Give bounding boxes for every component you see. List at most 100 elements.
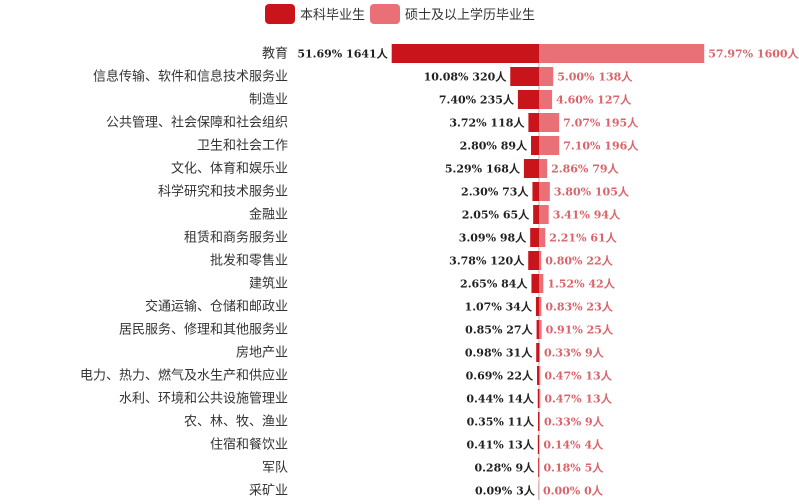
data-label-grad: 0.47% 13人 — [544, 369, 612, 383]
category-label: 科学研究和技术服务业 — [158, 184, 288, 200]
chart-row: 建筑业 2.65% 84人 1.52% 42人 — [249, 274, 616, 293]
category-label: 电力、热力、燃气及水生产和供应业 — [80, 368, 288, 384]
chart-row: 交通运输、仓储和邮政业 1.07% 34人 0.83% 23人 — [145, 297, 614, 316]
bar-undergrad — [532, 182, 539, 201]
data-label-undergrad: 0.98% 31人 — [465, 346, 533, 360]
data-label-undergrad: 3.72% 118人 — [449, 116, 525, 130]
bar-grad — [539, 389, 541, 408]
data-label-undergrad: 2.30% 73人 — [461, 185, 529, 199]
data-label-undergrad: 0.09% 3人 — [475, 484, 536, 498]
data-label-undergrad: 0.85% 27人 — [465, 323, 533, 337]
chart-row: 教育 51.69% 1641人 57.97% 1600人 — [262, 44, 799, 63]
bar-undergrad — [530, 228, 539, 247]
chart-row: 卫生和社会工作 2.80% 89人 7.10% 196人 — [197, 136, 639, 155]
category-label: 公共管理、社会保障和社会组织 — [106, 115, 288, 131]
bar-grad — [539, 159, 548, 178]
bar-grad — [539, 205, 549, 224]
category-label: 农、林、牧、渔业 — [184, 415, 288, 430]
chart-row: 公共管理、社会保障和社会组织 3.72% 118人 7.07% 195人 — [106, 113, 639, 132]
bar-grad — [539, 228, 546, 247]
bar-undergrad — [517, 90, 539, 109]
bar-undergrad — [531, 274, 539, 293]
data-label-undergrad: 3.09% 98人 — [459, 231, 527, 245]
legend-item-undergrad[interactable]: 本科毕业生 — [265, 4, 365, 24]
chart-row: 文化、体育和娱乐业 5.29% 168人 2.86% 79人 — [171, 159, 620, 178]
bar-undergrad — [537, 366, 539, 385]
data-label-grad: 1.52% 42人 — [547, 277, 615, 291]
data-label-undergrad: 0.44% 14人 — [466, 392, 534, 406]
chart-row: 房地产业 0.98% 31人 0.33% 9人 — [236, 343, 605, 362]
chart-row: 采矿业 0.09% 3人 0.00% 0人 — [249, 481, 604, 500]
category-label: 水利、环境和公共设施管理业 — [119, 392, 288, 407]
bar-grad — [539, 90, 553, 109]
category-label: 金融业 — [249, 207, 288, 223]
bar-undergrad — [531, 136, 539, 155]
category-label: 住宿和餐饮业 — [210, 437, 288, 453]
category-label: 制造业 — [249, 93, 288, 108]
data-label-undergrad: 0.41% 13人 — [466, 438, 534, 452]
data-label-grad: 7.10% 196人 — [563, 139, 639, 153]
legend: 本科毕业生 硕士及以上学历毕业生 — [265, 4, 535, 24]
data-label-grad: 57.97% 1600人 — [708, 47, 799, 61]
bar-undergrad — [528, 251, 539, 270]
bar-grad — [539, 67, 554, 86]
data-label-undergrad: 51.69% 1641人 — [297, 47, 388, 61]
bar-grad — [539, 297, 542, 316]
category-label: 采矿业 — [249, 484, 288, 499]
chart-row: 科学研究和技术服务业 2.30% 73人 3.80% 105人 — [158, 182, 630, 201]
bar-grad — [539, 182, 550, 201]
category-label: 租赁和商务服务业 — [184, 230, 288, 246]
chart-row: 金融业 2.05% 65人 3.41% 94人 — [249, 205, 621, 224]
chart-row: 租赁和商务服务业 3.09% 98人 2.21% 61人 — [184, 228, 618, 247]
data-label-grad: 4.60% 127人 — [556, 93, 632, 107]
bar-grad — [539, 320, 542, 339]
category-label: 居民服务、修理和其他服务业 — [119, 322, 288, 338]
data-label-undergrad: 0.28% 9人 — [474, 461, 535, 475]
bar-undergrad — [528, 113, 539, 132]
bar-grad — [539, 458, 540, 477]
data-label-grad: 0.33% 9人 — [544, 415, 605, 429]
bar-undergrad — [536, 343, 539, 362]
bar-grad — [539, 136, 560, 155]
category-label: 军队 — [262, 461, 288, 476]
chart-row: 军队 0.28% 9人 0.18% 5人 — [262, 458, 604, 477]
category-label: 教育 — [262, 46, 288, 62]
bar-undergrad — [391, 44, 539, 63]
bar-grad — [539, 412, 540, 431]
legend-item-grad[interactable]: 硕士及以上学历毕业生 — [370, 4, 535, 24]
bar-grad — [539, 251, 542, 270]
data-label-grad: 3.80% 105人 — [554, 185, 630, 199]
category-label: 批发和零售业 — [210, 253, 288, 269]
chart-row: 批发和零售业 3.78% 120人 0.80% 22人 — [210, 251, 614, 270]
bar-undergrad — [537, 389, 539, 408]
data-label-undergrad: 7.40% 235人 — [439, 93, 515, 107]
bar-grad — [539, 343, 540, 362]
category-label: 文化、体育和娱乐业 — [171, 161, 288, 177]
bar-undergrad — [536, 320, 539, 339]
data-label-grad: 0.83% 23人 — [545, 300, 613, 314]
chart-row: 电力、热力、燃气及水生产和供应业 0.69% 22人 0.47% 13人 — [80, 366, 613, 385]
bar-undergrad — [535, 297, 539, 316]
legend-label-undergrad: 本科毕业生 — [300, 8, 365, 23]
legend-swatch-undergrad — [265, 4, 295, 24]
chart-row: 信息传输、软件和信息技术服务业 10.08% 320人 5.00% 138人 — [93, 67, 633, 86]
category-label: 信息传输、软件和信息技术服务业 — [93, 69, 288, 85]
data-label-undergrad: 2.80% 89人 — [460, 139, 528, 153]
data-label-undergrad: 2.05% 65人 — [462, 208, 530, 222]
legend-swatch-grad — [370, 4, 400, 24]
legend-label-grad: 硕士及以上学历毕业生 — [405, 7, 535, 23]
data-label-undergrad: 10.08% 320人 — [424, 70, 508, 84]
bar-grad — [539, 366, 541, 385]
category-label: 交通运输、仓储和邮政业 — [145, 299, 288, 315]
data-label-grad: 3.41% 94人 — [553, 208, 621, 222]
chart-row: 住宿和餐饮业 0.41% 13人 0.14% 4人 — [210, 435, 604, 454]
chart-rows: 教育 51.69% 1641人 57.97% 1600人信息传输、软件和信息技术服务… — [80, 44, 799, 500]
bar-grad — [539, 44, 705, 63]
bar-undergrad — [533, 205, 539, 224]
category-label: 建筑业 — [249, 276, 288, 292]
data-label-undergrad: 3.78% 120人 — [449, 254, 525, 268]
data-label-grad: 2.21% 61人 — [549, 231, 617, 245]
data-label-grad: 5.00% 138人 — [557, 70, 633, 84]
data-label-grad: 0.91% 25人 — [546, 323, 614, 337]
